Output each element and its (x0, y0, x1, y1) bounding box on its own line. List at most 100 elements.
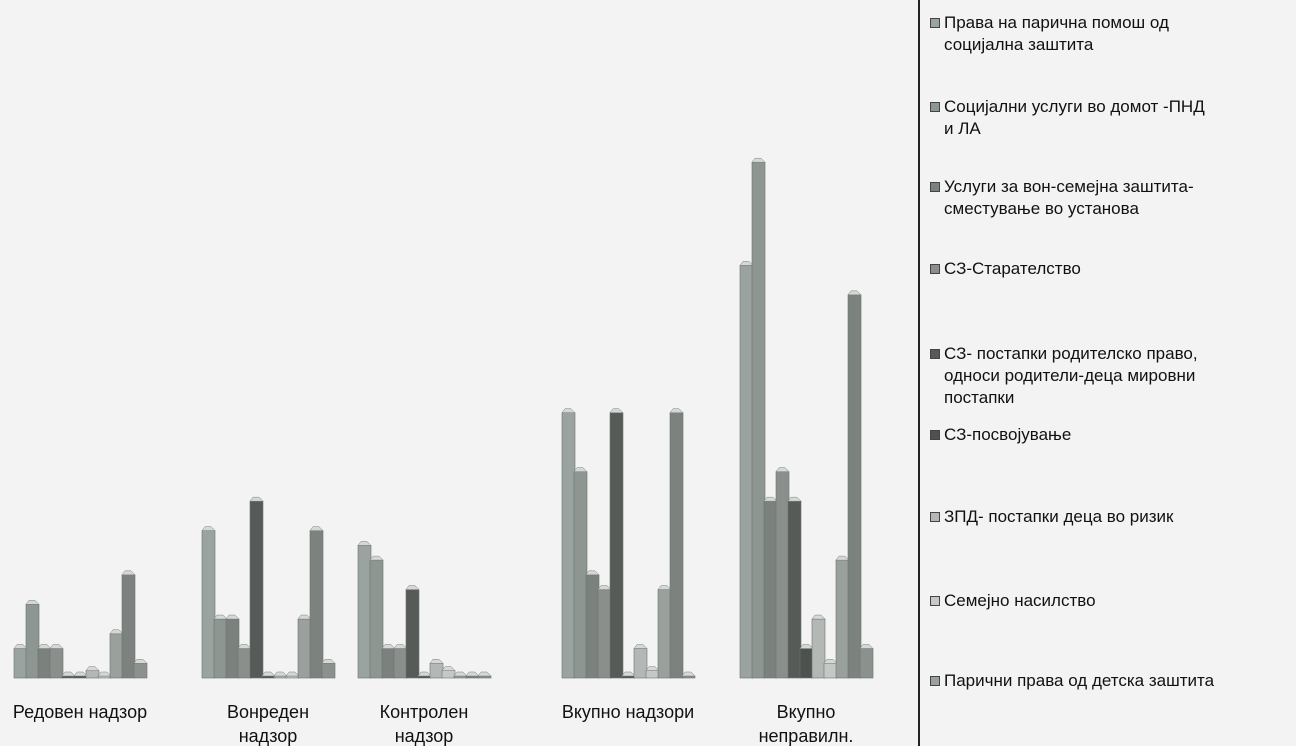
bar (763, 500, 778, 679)
bar-cap (585, 570, 600, 576)
legend-swatch-icon (930, 676, 940, 686)
bar (37, 648, 52, 679)
category-label: Вкупно надзори (562, 702, 694, 722)
legend-label: СЗ-Старателство (944, 259, 1081, 278)
bar (201, 530, 216, 679)
legend-label: Услуги за вон-семејна заштита- сместувањ… (944, 177, 1194, 218)
legend-item-home-services: Социјални услуги во домот -ПНД и ЛА (930, 96, 1292, 140)
bar-cap (847, 290, 862, 296)
bar (585, 574, 600, 679)
bar-cap (669, 408, 684, 413)
bar-cap (609, 408, 624, 413)
bar (381, 648, 396, 679)
bar-cap (61, 671, 76, 677)
category-label: неправилн. (759, 726, 854, 746)
legend-label: СЗ- постапки родителско право, односи ро… (944, 344, 1198, 407)
bar-cap (213, 614, 228, 620)
bar (357, 545, 372, 679)
bar (393, 648, 408, 679)
bar-cap (477, 671, 492, 677)
bar (441, 670, 456, 679)
legend-swatch-icon (930, 349, 940, 359)
bar (97, 675, 112, 679)
chart-area: Редовен надзор Вонреден надзор Контролен над… (13, 157, 874, 746)
bar-cap (681, 671, 696, 677)
bar-cap (321, 659, 336, 664)
bar-cap (417, 671, 432, 677)
bar-cap (859, 644, 874, 649)
bar (261, 675, 276, 679)
bar-cap (73, 671, 88, 677)
legend-label: Права на парична помош од социјална зашт… (944, 13, 1169, 54)
bar-cap (787, 496, 802, 502)
bar (249, 500, 264, 679)
legend-swatch-icon (930, 182, 940, 192)
bar-cap (739, 261, 754, 266)
bar-cap (109, 629, 124, 635)
bar (847, 294, 862, 679)
bar-cap (25, 600, 40, 605)
bar (369, 559, 384, 679)
bar (681, 675, 696, 679)
bar (823, 662, 838, 679)
bar (237, 648, 252, 679)
bar-cap (237, 644, 252, 649)
bar-chart: Редовен надзор Вонреден надзор Контролен над… (13, 157, 874, 746)
bar-cap (13, 644, 28, 649)
bar-cap (429, 659, 444, 664)
bar (799, 648, 814, 679)
legend: Права на парична помош од социјална зашт… (918, 0, 1296, 746)
legend-item-adoption: СЗ-посвојување (930, 424, 1292, 446)
legend-swatch-icon (930, 102, 940, 112)
bar (429, 662, 444, 679)
bar (285, 675, 300, 679)
category-label: Вонреден (227, 702, 309, 722)
bar (49, 648, 64, 679)
bar-cap (573, 467, 588, 472)
bar (453, 675, 468, 679)
bar-cap (273, 671, 288, 677)
bar-cap (561, 408, 576, 413)
bar (669, 412, 684, 679)
bar-cap (261, 671, 276, 677)
bar-cap (621, 671, 636, 677)
bar (573, 471, 588, 679)
bar (775, 471, 790, 679)
bar (321, 662, 336, 679)
bar (85, 670, 100, 679)
bar (273, 675, 288, 679)
bar (751, 161, 766, 679)
bar (633, 648, 648, 679)
legend-label: Социјални услуги во домот -ПНД и ЛА (944, 97, 1205, 138)
bar (61, 675, 76, 679)
legend-label: Семејно насилство (944, 591, 1096, 610)
category-label: Редовен надзор (13, 702, 147, 722)
bar (787, 500, 802, 679)
category-label: Вкупно (777, 702, 836, 722)
legend-item-parental-rights: СЗ- постапки родителско право, односи ро… (930, 343, 1292, 409)
bar-cap (201, 526, 216, 531)
bar-cap (85, 666, 100, 671)
legend-item-children-at-risk: ЗПД- постапки деца во ризик (930, 506, 1292, 528)
legend-swatch-icon (930, 18, 940, 28)
bar-cap (121, 570, 136, 576)
bar (25, 604, 40, 679)
bar-cap (645, 666, 660, 671)
bar (739, 265, 754, 679)
legend-item-cash-assistance: Права на парична помош од социјална зашт… (930, 12, 1292, 56)
legend-item-institution-placement: Услуги за вон-семејна заштита- сместувањ… (930, 176, 1292, 220)
legend-swatch-icon (930, 264, 940, 274)
legend-item-domestic-violence: Семејно насилство (930, 590, 1292, 612)
legend-label: Парични права од детска заштита (944, 671, 1215, 690)
bar (309, 530, 324, 679)
bar (225, 618, 240, 679)
bars-layer (13, 157, 874, 679)
bar-cap (285, 671, 300, 677)
bar (213, 618, 228, 679)
bar-cap (453, 671, 468, 677)
bar (645, 670, 660, 679)
bar-cap (49, 644, 64, 649)
bar-cap (297, 614, 312, 620)
legend-item-guardianship: СЗ-Старателство (930, 258, 1292, 280)
bar-cap (657, 585, 672, 590)
